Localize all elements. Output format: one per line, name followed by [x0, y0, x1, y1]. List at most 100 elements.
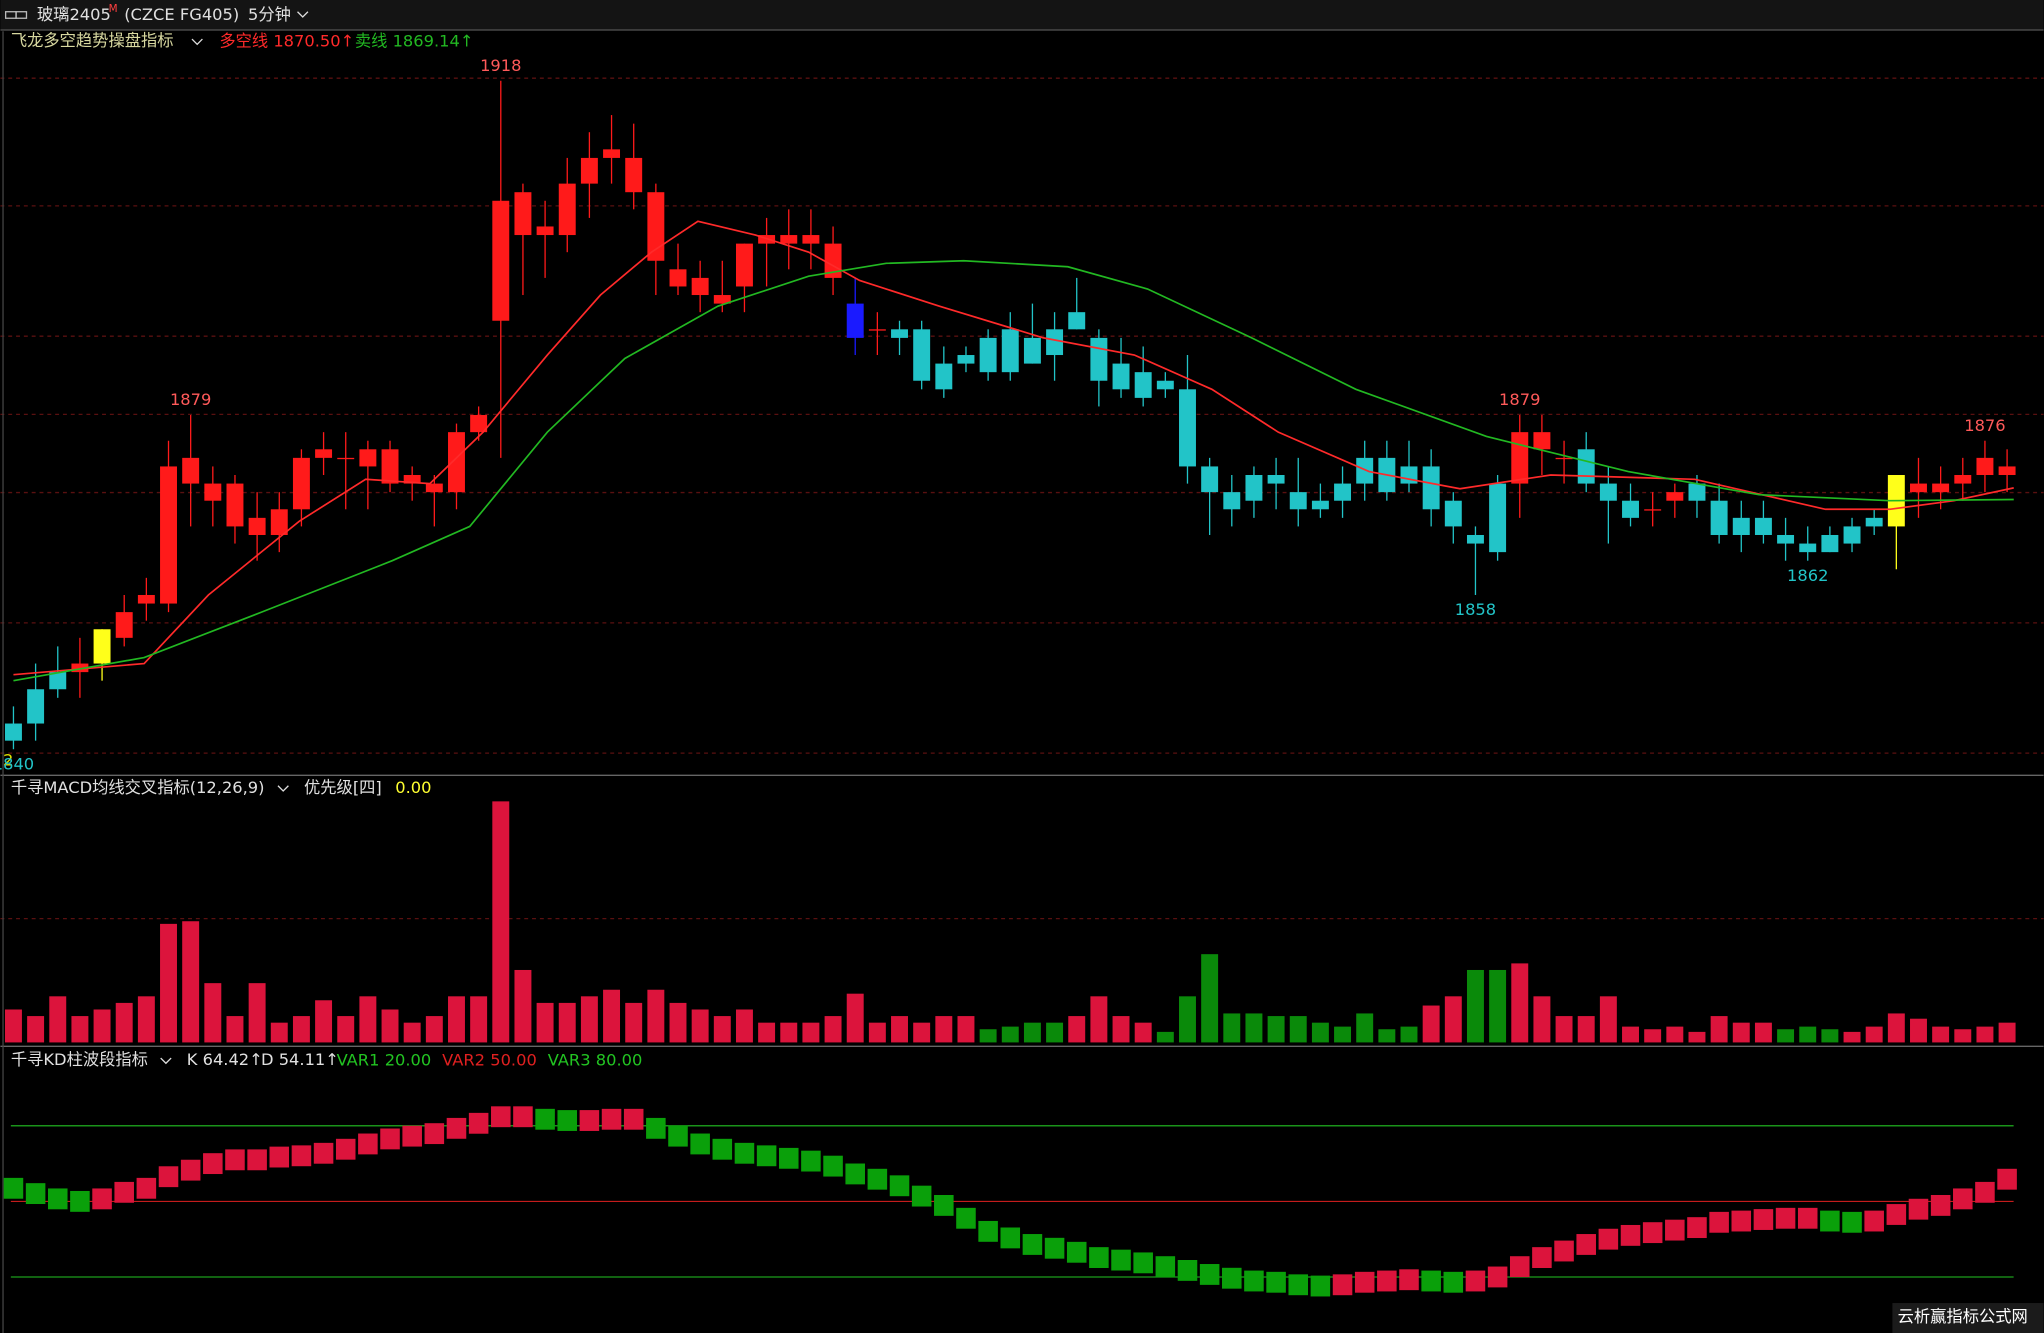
candle-body [1666, 492, 1684, 501]
kd-bar [1332, 1274, 1353, 1296]
link-icon [4, 11, 28, 19]
period-select[interactable]: 5分钟 [248, 5, 291, 24]
candle-body [359, 449, 377, 467]
candle-body [1334, 483, 1352, 501]
candle-body [93, 629, 111, 664]
kd-bar [1465, 1270, 1486, 1292]
moving-line [13, 220, 2014, 676]
macd-bar [1289, 1016, 1307, 1043]
candle-body [1422, 466, 1440, 510]
kd-bar [92, 1188, 112, 1210]
kd-bar [446, 1117, 467, 1139]
candle-body [780, 235, 798, 244]
macd-bar [381, 1009, 399, 1043]
period-caret[interactable] [297, 11, 309, 18]
corner-label: 2 [3, 750, 13, 769]
kd-bar [402, 1125, 422, 1147]
price-annotation: 1918 [480, 56, 521, 75]
kd-bar [1310, 1275, 1331, 1297]
watermark: 云析赢指标公式网 [1898, 1307, 2028, 1326]
kd-bar [468, 1112, 489, 1134]
candle-body [160, 466, 177, 604]
kd-bar [668, 1125, 688, 1147]
kd-bar [424, 1123, 445, 1145]
kd-bar [1421, 1270, 1441, 1292]
macd-bar [536, 1002, 554, 1043]
candle-body [292, 457, 310, 510]
macd-bar [802, 1022, 820, 1043]
macd-bar [558, 1002, 576, 1043]
kd-bar [1044, 1237, 1065, 1259]
level-value: 80.00 [596, 1050, 643, 1069]
macd-bar [580, 996, 598, 1043]
indicator-caret[interactable] [160, 1057, 172, 1065]
candle-body [580, 157, 598, 184]
candle-body [1112, 363, 1130, 390]
indicator-name: 卖线 [355, 31, 388, 50]
kd-bar [1687, 1217, 1707, 1239]
indicator-caret[interactable] [277, 785, 289, 792]
macd-bar [691, 1009, 709, 1043]
kd-bar [823, 1155, 843, 1177]
kd-bar [601, 1108, 622, 1130]
kd-bar [1443, 1271, 1464, 1293]
macd-priority: 优先级[四] [304, 778, 382, 797]
kd-title[interactable]: 千寻KD柱波段指标 [11, 1050, 148, 1069]
kd-bar [712, 1138, 733, 1160]
macd-bar [1466, 969, 1484, 1043]
kd-bar [70, 1190, 90, 1212]
level-text: VAR1 20.00 [337, 1050, 432, 1069]
candle-body [1732, 517, 1750, 535]
candle-body [957, 355, 975, 364]
price-annotation: 1879 [1499, 390, 1540, 409]
macd-bar [935, 1016, 953, 1043]
kd-bar [1864, 1210, 1884, 1232]
macd-bar [735, 1009, 753, 1043]
candle-body [846, 303, 864, 338]
macd-bar [337, 1016, 355, 1043]
candle-body [1156, 380, 1174, 390]
kd-bar [1509, 1256, 1530, 1278]
macd-bar [1799, 1026, 1817, 1043]
candle-body [979, 337, 997, 373]
macd-bar [1001, 1026, 1019, 1043]
candle-body [1356, 457, 1374, 484]
macd-bar [1267, 1016, 1285, 1043]
main-indicator-title[interactable]: 飞龙多空趋势操盘指标 [11, 31, 174, 50]
price-annotation: 1876 [1964, 416, 2005, 435]
macd-bar [1777, 1029, 1795, 1043]
macd-bar [625, 1002, 643, 1043]
macd-bar [1754, 1022, 1772, 1043]
macd-bar [780, 1022, 798, 1043]
kd-bar [1222, 1267, 1242, 1289]
macd-bar [1201, 954, 1219, 1043]
kd-bar [1886, 1204, 1907, 1225]
kd-bar [247, 1149, 267, 1171]
macd-bar [315, 1000, 333, 1043]
indicator-caret[interactable] [191, 38, 203, 46]
kd-bar [1199, 1264, 1220, 1285]
candle-body [1046, 329, 1064, 356]
macd-title[interactable]: 千寻MACD均线交叉指标(12,26,9) [11, 778, 265, 797]
candle-body [315, 449, 333, 458]
kd-bar [1377, 1270, 1397, 1292]
kd-bar [158, 1166, 179, 1188]
kd-bar [1066, 1241, 1087, 1263]
macd-bar [1976, 1026, 1994, 1043]
macd-bar [204, 983, 222, 1043]
macd-bar [270, 1022, 288, 1043]
kd-bar [1532, 1247, 1552, 1268]
candle-body [891, 329, 908, 338]
candle-body [425, 483, 443, 493]
kd-bar [1399, 1269, 1419, 1291]
macd-bar [1865, 1026, 1883, 1043]
kd-bar [225, 1149, 245, 1171]
kd-bar [1266, 1271, 1286, 1293]
macd-bar [1156, 1031, 1174, 1043]
candle-body [1622, 500, 1639, 518]
macd-bar [514, 969, 532, 1043]
macd-bar [979, 1029, 997, 1043]
kd-bar [25, 1183, 46, 1205]
kd-bar [778, 1147, 799, 1169]
macd-bar [913, 1022, 931, 1043]
